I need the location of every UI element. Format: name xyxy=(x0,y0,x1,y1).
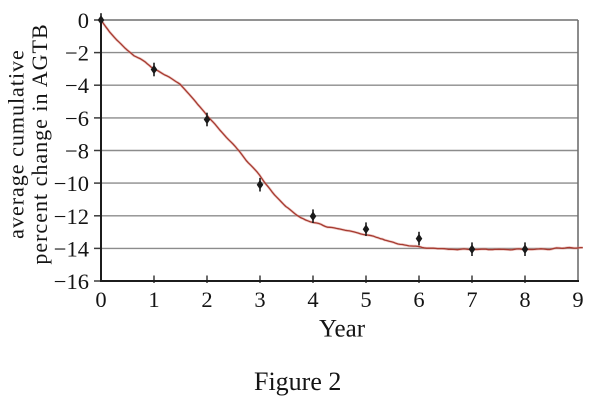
svg-text:−2: −2 xyxy=(65,41,89,66)
svg-text:0: 0 xyxy=(95,287,106,312)
svg-text:0: 0 xyxy=(78,8,89,33)
svg-text:5: 5 xyxy=(360,287,371,312)
svg-text:9: 9 xyxy=(572,287,583,312)
svg-text:6: 6 xyxy=(413,287,424,312)
svg-text:1: 1 xyxy=(148,287,159,312)
svg-text:8: 8 xyxy=(519,287,530,312)
svg-text:average cumulative: average cumulative xyxy=(4,49,29,239)
svg-text:Figure 2: Figure 2 xyxy=(254,367,341,396)
svg-text:−10: −10 xyxy=(54,171,89,196)
svg-text:3: 3 xyxy=(254,287,265,312)
svg-text:−12: −12 xyxy=(54,204,89,229)
svg-text:Year: Year xyxy=(319,316,366,343)
svg-text:percent change in AGTB: percent change in AGTB xyxy=(27,23,52,264)
svg-text:7: 7 xyxy=(466,287,477,312)
svg-text:−16: −16 xyxy=(54,269,89,294)
svg-text:−8: −8 xyxy=(65,139,89,164)
svg-text:4: 4 xyxy=(307,287,318,312)
svg-text:−4: −4 xyxy=(65,73,89,98)
svg-text:2: 2 xyxy=(201,287,212,312)
svg-text:−6: −6 xyxy=(65,106,89,131)
svg-text:−14: −14 xyxy=(54,236,89,261)
